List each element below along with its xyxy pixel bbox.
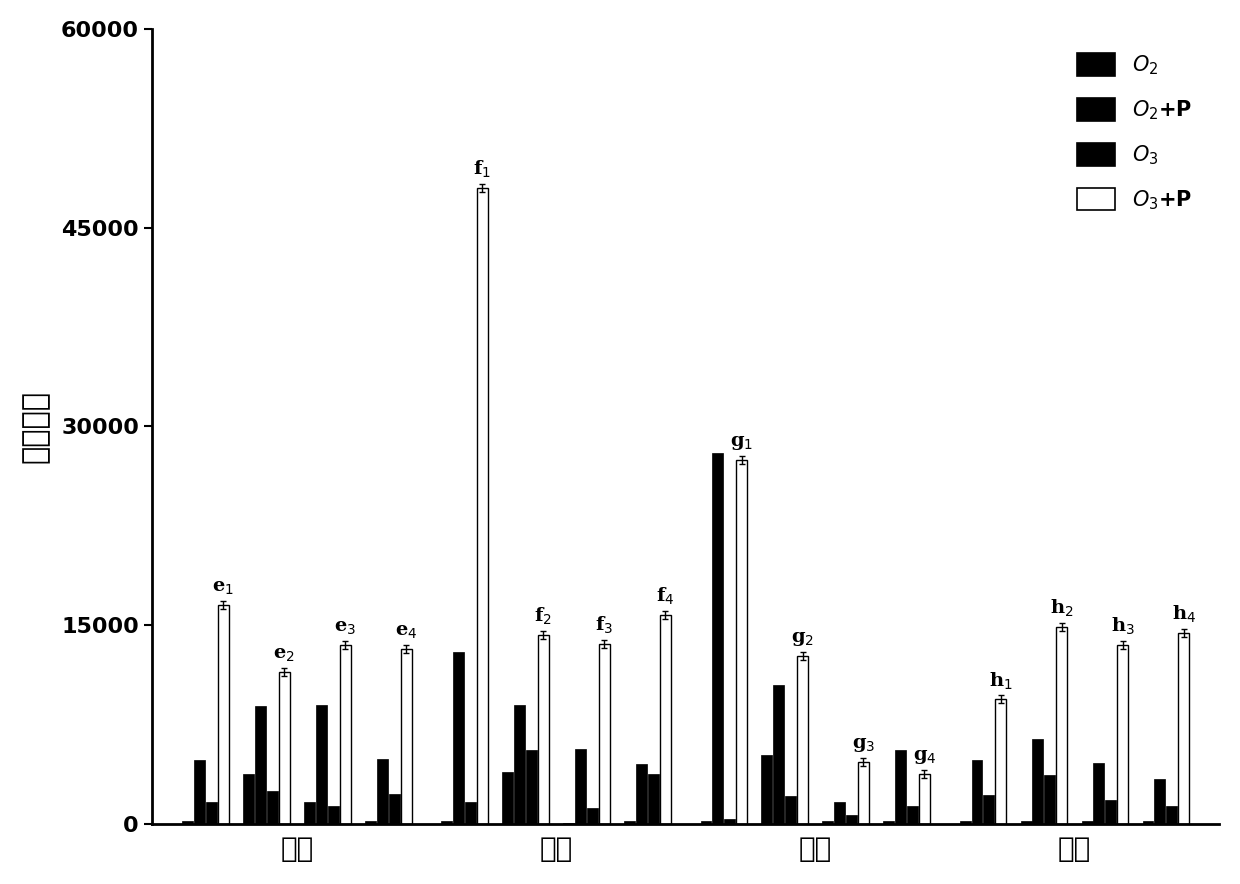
Text: f$_2$: f$_2$ — [534, 606, 552, 627]
Bar — [1142, 821, 1153, 824]
Bar — [846, 815, 857, 824]
Text: f$_4$: f$_4$ — [656, 585, 675, 606]
Bar — [858, 762, 869, 824]
Bar — [636, 765, 647, 824]
Bar — [441, 821, 453, 824]
Bar — [996, 699, 1006, 824]
Bar — [919, 774, 930, 824]
Y-axis label: 发光强度: 发光强度 — [21, 390, 50, 463]
Bar — [737, 460, 746, 824]
Bar — [255, 706, 267, 824]
Bar — [377, 759, 388, 824]
Bar — [1094, 763, 1105, 824]
Bar — [401, 649, 412, 824]
Bar — [624, 821, 635, 824]
Bar — [195, 760, 205, 824]
Bar — [1021, 821, 1032, 824]
Bar — [1044, 775, 1055, 824]
Bar — [785, 796, 796, 824]
Text: h$_3$: h$_3$ — [1111, 616, 1135, 637]
Bar — [895, 750, 906, 824]
Bar — [712, 453, 723, 824]
Bar — [340, 645, 351, 824]
Bar — [587, 808, 598, 824]
Bar — [365, 821, 376, 824]
Bar — [465, 802, 476, 824]
Text: e$_2$: e$_2$ — [273, 645, 295, 664]
Text: g$_3$: g$_3$ — [852, 735, 875, 754]
Bar — [477, 188, 487, 824]
Bar — [1117, 645, 1128, 824]
Bar — [182, 821, 193, 824]
Bar — [983, 795, 994, 824]
Bar — [575, 749, 587, 824]
Bar — [960, 821, 971, 824]
Bar — [526, 750, 537, 824]
Text: f$_3$: f$_3$ — [595, 614, 614, 636]
Bar — [316, 705, 327, 824]
Bar — [1056, 627, 1068, 824]
Bar — [1081, 821, 1092, 824]
Text: f$_1$: f$_1$ — [474, 158, 491, 180]
Text: e$_4$: e$_4$ — [396, 623, 418, 641]
Bar — [218, 606, 228, 824]
Bar — [1105, 800, 1116, 824]
Text: g$_2$: g$_2$ — [791, 629, 813, 648]
Text: h$_4$: h$_4$ — [1172, 604, 1195, 625]
Bar — [701, 821, 712, 824]
Text: h$_2$: h$_2$ — [1050, 598, 1074, 619]
Bar — [835, 802, 846, 824]
Text: h$_1$: h$_1$ — [988, 670, 1013, 691]
Bar — [599, 644, 610, 824]
Bar — [515, 705, 525, 824]
Bar — [279, 672, 290, 824]
Bar — [797, 656, 808, 824]
Bar — [1154, 779, 1166, 824]
Bar — [774, 685, 784, 824]
Bar — [563, 823, 574, 824]
Bar — [1167, 805, 1177, 824]
Text: g$_1$: g$_1$ — [730, 434, 753, 452]
Bar — [660, 614, 671, 824]
Text: e$_3$: e$_3$ — [334, 619, 356, 637]
Bar — [649, 774, 658, 824]
Bar — [538, 635, 549, 824]
Bar — [206, 802, 217, 824]
Text: e$_1$: e$_1$ — [212, 579, 234, 598]
Bar — [389, 794, 399, 824]
Bar — [1178, 633, 1189, 824]
Legend: $O_2$, $O_2$+P, $O_3$, $O_3$+P: $O_2$, $O_2$+P, $O_3$, $O_3$+P — [1071, 47, 1198, 218]
Bar — [243, 774, 254, 824]
Bar — [724, 819, 735, 824]
Bar — [971, 760, 982, 824]
Bar — [822, 821, 833, 824]
Text: g$_4$: g$_4$ — [913, 748, 936, 766]
Bar — [883, 821, 894, 824]
Bar — [304, 802, 315, 824]
Bar — [454, 652, 464, 824]
Bar — [327, 805, 339, 824]
Bar — [908, 805, 918, 824]
Bar — [761, 755, 773, 824]
Bar — [267, 791, 278, 824]
Bar — [502, 773, 513, 824]
Bar — [1033, 739, 1043, 824]
